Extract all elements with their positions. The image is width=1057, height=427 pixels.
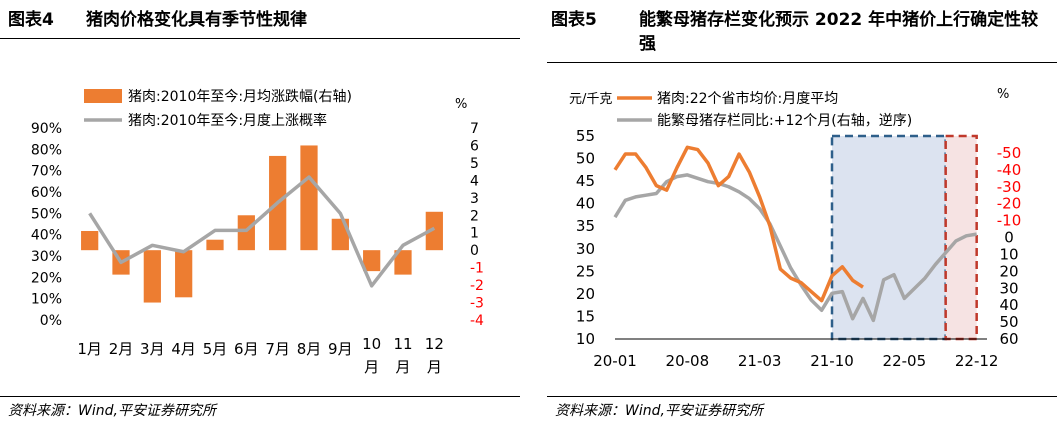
figure-5-chart: 元/千克 猪肉:22个省市均价:月度平均能繁母猪存栏同比:+12个月(右轴，逆序)… xyxy=(569,87,1022,370)
x-axis-tick: 2月 xyxy=(109,340,134,358)
right-axis-tick: 50 xyxy=(999,313,1018,331)
left-axis-tick: 40% xyxy=(31,228,62,244)
right-axis-tick: 40 xyxy=(999,296,1018,314)
source-rule xyxy=(0,396,520,397)
right-axis-tick: -1 xyxy=(470,261,484,277)
right-axis-tick: 3 xyxy=(470,191,479,207)
right-axis-tick: -50 xyxy=(997,144,1022,162)
right-axis-tick: 7 xyxy=(470,121,479,137)
right-axis-tick: 2 xyxy=(470,208,479,224)
title-rule xyxy=(0,38,520,39)
legend-swatch-bar xyxy=(84,89,122,103)
right-axis-unit: % xyxy=(997,87,1009,102)
bar-mark xyxy=(143,250,161,303)
right-axis-tick: -40 xyxy=(997,161,1022,179)
legend-label-line: 猪肉:2010年至今:月度上涨概率 xyxy=(128,112,327,129)
right-axis-unit: % xyxy=(455,97,467,112)
left-axis-tick: 70% xyxy=(31,164,62,180)
right-axis-tick: 6 xyxy=(470,138,479,154)
figure-4-panel: 图表4 猪肉价格变化具有季节性规律 猪肉:2010年至今:月均涨跌幅(右轴) 猪肉… xyxy=(0,0,520,427)
left-axis-tick: 10 xyxy=(576,330,595,348)
left-axis-tick: 30% xyxy=(31,249,62,265)
left-axis-tick: 60% xyxy=(31,185,62,201)
bar-mark xyxy=(363,250,381,272)
right-axis-tick: 0 xyxy=(470,243,479,259)
bar-mark xyxy=(394,250,412,275)
figure-5-label: 图表5 xyxy=(551,10,597,30)
bar-mark xyxy=(81,230,99,251)
right-axis-tick: -20 xyxy=(997,195,1022,213)
left-axis-tick: 0% xyxy=(40,313,62,329)
figure-5-title: 能繁母猪存栏变化预示 2022 年中猪价上行确定性较强 xyxy=(639,10,1039,54)
right-axis-tick: -3 xyxy=(470,296,484,312)
figure-5-source: 资料来源：Wind,平安证券研究所 xyxy=(555,403,763,419)
figure-5-panel: 图表5 能繁母猪存栏变化预示 2022 年中猪价上行确定性较强 元/千克 猪肉:2… xyxy=(547,0,1057,427)
right-axis-tick: -2 xyxy=(470,278,484,294)
x-axis-tick: 1月 xyxy=(77,340,102,358)
x-axis-tick: 4月 xyxy=(171,340,196,358)
x-axis-tick-unit: 月 xyxy=(364,358,379,376)
right-axis-tick: -10 xyxy=(997,212,1022,230)
x-axis-tick: 9月 xyxy=(328,340,353,358)
right-axis-tick: 10 xyxy=(999,245,1018,263)
x-axis-tick: 3月 xyxy=(140,340,165,358)
right-axis-tick: 1 xyxy=(470,226,479,242)
figure-4-label: 图表4 xyxy=(8,10,54,30)
x-axis-tick: 21-10 xyxy=(810,352,854,370)
probability-line xyxy=(88,175,436,288)
x-axis-tick: 20-08 xyxy=(666,352,710,370)
source-rule xyxy=(547,396,1057,397)
left-axis-unit: 元/千克 xyxy=(569,92,612,107)
bar-mark xyxy=(206,239,224,251)
x-axis-tick: 5月 xyxy=(203,340,228,358)
x-axis-tick: 22-05 xyxy=(883,352,927,370)
x-axis-tick: 8月 xyxy=(297,340,322,358)
left-axis-tick: 25 xyxy=(576,262,595,280)
right-axis-tick: 20 xyxy=(999,262,1018,280)
right-axis-tick: 0 xyxy=(1004,229,1014,247)
legend-label-price: 猪肉:22个省市均价:月度平均 xyxy=(657,90,838,107)
left-axis-tick: 10% xyxy=(31,292,62,308)
figure-4-source: 资料来源：Wind,平安证券研究所 xyxy=(8,403,216,419)
left-axis-tick: 80% xyxy=(31,142,62,158)
left-axis-tick: 35 xyxy=(576,217,595,235)
figure-4-chart: 猪肉:2010年至今:月均涨跌幅(右轴) 猪肉:2010年至今:月度上涨概率% 0%… xyxy=(31,89,484,376)
x-axis-tick: 21-03 xyxy=(738,352,782,370)
right-axis-tick: 30 xyxy=(999,279,1018,297)
title-rule xyxy=(547,62,1057,63)
right-axis-tick: -4 xyxy=(470,313,484,329)
x-axis-tick: 12 xyxy=(425,335,444,353)
left-axis-tick: 40 xyxy=(576,195,595,213)
x-axis-tick: 20-01 xyxy=(593,352,637,370)
price-line xyxy=(613,145,864,303)
bar-mark xyxy=(237,215,255,251)
left-axis-tick: 30 xyxy=(576,240,595,258)
x-axis-tick: 11 xyxy=(393,335,412,353)
x-axis-tick: 22-12 xyxy=(955,352,999,370)
left-axis-tick: 90% xyxy=(31,121,62,137)
legend-label-sow: 能繁母猪存栏同比:+12个月(右轴，逆序) xyxy=(657,113,912,129)
right-axis-tick: 5 xyxy=(470,156,479,172)
left-axis-tick: 20% xyxy=(31,270,62,286)
x-axis-tick: 10 xyxy=(362,335,381,353)
bar-mark xyxy=(425,211,443,251)
figure-4-title: 猪肉价格变化具有季节性规律 xyxy=(86,10,307,30)
right-axis-tick: 4 xyxy=(470,173,479,189)
left-axis-tick: 15 xyxy=(576,307,595,325)
right-axis-tick: 60 xyxy=(999,330,1018,348)
x-axis-tick-unit: 月 xyxy=(395,358,410,376)
left-axis-tick: 20 xyxy=(576,285,595,303)
bar-mark xyxy=(175,250,193,298)
left-axis-tick: 55 xyxy=(576,127,595,145)
left-axis-tick: 50 xyxy=(576,150,595,168)
legend-label-bar: 猪肉:2010年至今:月均涨跌幅(右轴) xyxy=(128,89,352,105)
left-axis-tick: 50% xyxy=(31,206,62,222)
right-axis-tick: -30 xyxy=(997,178,1022,196)
left-axis-tick: 45 xyxy=(576,172,595,190)
x-axis-tick-unit: 月 xyxy=(427,358,442,376)
sow-line xyxy=(613,173,977,323)
x-axis-tick: 6月 xyxy=(234,340,259,358)
x-axis-tick: 7月 xyxy=(265,340,290,358)
bar-mark xyxy=(300,145,318,251)
